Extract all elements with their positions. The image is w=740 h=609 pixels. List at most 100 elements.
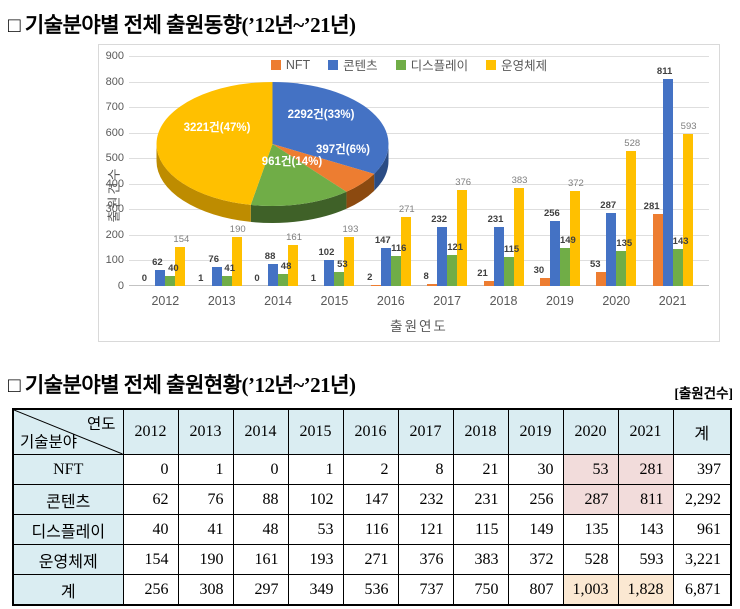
- bar-운영체제-2012: 154: [173, 234, 189, 286]
- table-cell: 308: [177, 574, 234, 606]
- table-cell: 40: [122, 514, 179, 545]
- bar-value-label: 376: [455, 177, 472, 188]
- bar-운영체제-2019: 372: [568, 178, 584, 286]
- row-header: 운영체제: [12, 544, 124, 575]
- bar-디스플레이-2018: 115: [503, 244, 519, 286]
- bar-콘텐츠-2017: 232: [431, 214, 448, 286]
- legend-label: 운영체제: [501, 59, 548, 73]
- bar-value-label: 30: [533, 265, 545, 276]
- x-tick-label: 2021: [658, 294, 687, 308]
- table-cell: 2,292: [672, 484, 732, 515]
- table-cell: 811: [617, 484, 674, 515]
- bar-디스플레이-2019: 149: [559, 235, 576, 286]
- legend-swatch-icon: [328, 59, 339, 70]
- legend-item: 디스플레이: [395, 55, 469, 74]
- bar-콘텐츠-2014: 88: [265, 251, 279, 286]
- bar-value-label: 161: [286, 232, 303, 243]
- column-header: 2016: [342, 408, 399, 455]
- table-cell: 232: [397, 484, 454, 515]
- table-cell: 121: [397, 514, 454, 545]
- bar-value-label: 135: [616, 238, 633, 249]
- table-cell: 528: [562, 544, 619, 575]
- y-tick-label: 800: [105, 75, 124, 88]
- table-row: 콘텐츠 62 76 88 102 147 232 231 256 287 811 2,292: [12, 484, 732, 515]
- bar-콘텐츠-2021: 811: [657, 66, 673, 286]
- bar-value-label: 147: [374, 235, 391, 246]
- diagonal-divider: [14, 410, 123, 454]
- bar-value-label: 41: [224, 263, 236, 274]
- table-header-row: 연도 기술분야 2012 2013 2014 2015 2016 2017 2018 2019…: [12, 408, 732, 455]
- table-cell: 143: [617, 514, 674, 545]
- y-tick-label: 400: [105, 177, 124, 190]
- bar-value-label: 0: [141, 273, 148, 284]
- bar-운영체제-2016: 271: [399, 204, 415, 286]
- table-cell: 271: [342, 544, 399, 575]
- bar-NFT-2018: 21: [477, 268, 494, 286]
- bar-group: 1 102 53 193 2015: [311, 56, 359, 308]
- bar-value-label: 190: [229, 224, 246, 235]
- bar-value-label: 232: [431, 214, 448, 225]
- bar-운영체제-2014: 161: [286, 232, 302, 286]
- column-header: 2014: [232, 408, 289, 455]
- bar-value-label: 48: [280, 261, 292, 272]
- table-section: 연도 기술분야 2012 2013 2014 2015 2016 2017 2018 2019…: [12, 408, 732, 606]
- bar-group: 21 231 115 383 2018: [477, 56, 527, 308]
- table-cell: 115: [452, 514, 509, 545]
- table-cell: 1: [287, 454, 344, 485]
- bar-콘텐츠-2018: 231: [488, 214, 504, 286]
- row-header: NFT: [12, 454, 124, 485]
- table-cell: 154: [122, 544, 179, 575]
- gridline: [129, 234, 709, 236]
- bar-value-label: 40: [168, 263, 179, 274]
- table-cell: 88: [232, 484, 289, 515]
- table-cell: 193: [287, 544, 344, 575]
- legend-item: 운영체제: [486, 55, 547, 74]
- bar-value-label: 149: [559, 235, 576, 246]
- bar-NFT-2016: 2: [367, 272, 381, 286]
- bar-value-label: 53: [337, 259, 348, 270]
- legend-label: 디스플레이: [410, 59, 469, 73]
- row-header: 디스플레이: [12, 514, 124, 545]
- x-tick-label: 2013: [207, 294, 236, 308]
- table-cell: 1: [177, 454, 234, 485]
- table-cell: 3,221: [672, 544, 732, 575]
- table-row: 운영체제 154 190 161 193 271 376 383 372 528 593 3,221: [12, 544, 732, 575]
- bar-value-label: 231: [487, 214, 504, 225]
- legend-swatch-icon: [395, 59, 406, 70]
- x-tick-label: 2020: [602, 294, 631, 308]
- pie-slice-운영체제: [156, 82, 273, 205]
- x-tick-label: 2019: [545, 294, 574, 308]
- y-tick-label: 300: [105, 203, 124, 216]
- unit-label: [출원건수]: [674, 386, 733, 401]
- pie-slice-label: 3221건(47%): [184, 120, 251, 134]
- bar-디스플레이-2015: 53: [334, 259, 348, 286]
- column-header: 2018: [452, 408, 509, 455]
- pie-side-콘텐츠: [374, 144, 389, 191]
- bar-value-label: 383: [511, 175, 528, 186]
- bar-value-label: 88: [264, 251, 276, 262]
- bar-group: 8 232 121 376 2017: [424, 56, 472, 308]
- pie-chart: 2292건(33%) 397건(6%)961건(14%) 3221건(47%): [156, 82, 389, 223]
- table-cell: 116: [342, 514, 399, 545]
- pie-slice-label: 961건(14%): [262, 154, 323, 168]
- column-header: 2019: [507, 408, 564, 455]
- bar-group: 1 76 41 190 2013: [198, 56, 246, 308]
- bar-value-label: 76: [208, 254, 220, 265]
- bar-운영체제-2018: 383: [512, 175, 527, 286]
- table-cell: 750: [452, 574, 509, 606]
- bar-value-label: 528: [624, 138, 641, 149]
- table-cell: 256: [122, 574, 179, 606]
- y-tick-label: 200: [105, 228, 124, 241]
- bar-value-label: 281: [643, 201, 660, 212]
- table-cell: 62: [122, 484, 179, 515]
- bar-value-label: 143: [672, 236, 689, 247]
- bar-value-label: 372: [567, 178, 584, 189]
- x-tick-label: 2018: [489, 294, 518, 308]
- column-header: 2012: [122, 408, 179, 455]
- table-cell: 190: [177, 544, 234, 575]
- table-cell: 1,003: [562, 574, 619, 606]
- bar-value-label: 53: [589, 259, 601, 270]
- column-header: 2020: [562, 408, 619, 455]
- bar-value-label: 287: [600, 200, 617, 211]
- pie-slice-디스플레이: [250, 144, 347, 206]
